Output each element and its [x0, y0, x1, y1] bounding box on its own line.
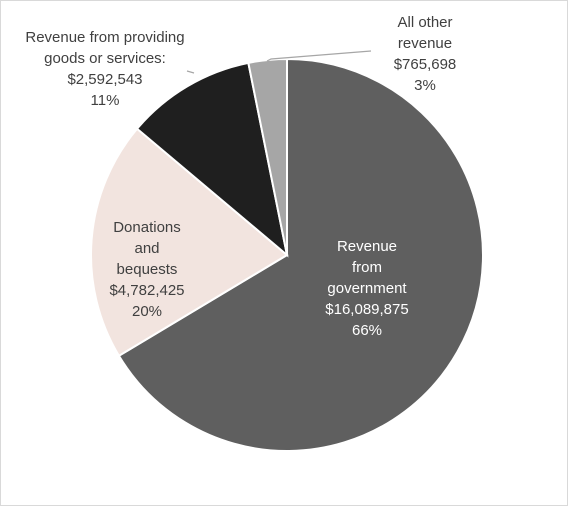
pie-slice-0 — [117, 57, 484, 452]
data-label-2: Revenue from providing goods or services:… — [25, 29, 184, 109]
data-label-0: Revenue from government $16,089,875 66% — [325, 238, 408, 339]
pie-slice-1 — [90, 127, 289, 358]
pie-slices — [90, 57, 484, 452]
leader-line-3 — [266, 50, 372, 62]
pie-slice-2 — [135, 61, 289, 258]
data-labels: Revenue from government $16,089,875 66% Donat… — [25, 14, 456, 339]
leader-line-2 — [186, 70, 195, 74]
data-label-1: Donations and bequests $4,782,425 20% — [109, 219, 184, 320]
leader-lines — [186, 50, 372, 74]
data-label-3: All other revenue $765,698 3% — [394, 14, 457, 94]
pie-slice-3 — [247, 57, 288, 256]
